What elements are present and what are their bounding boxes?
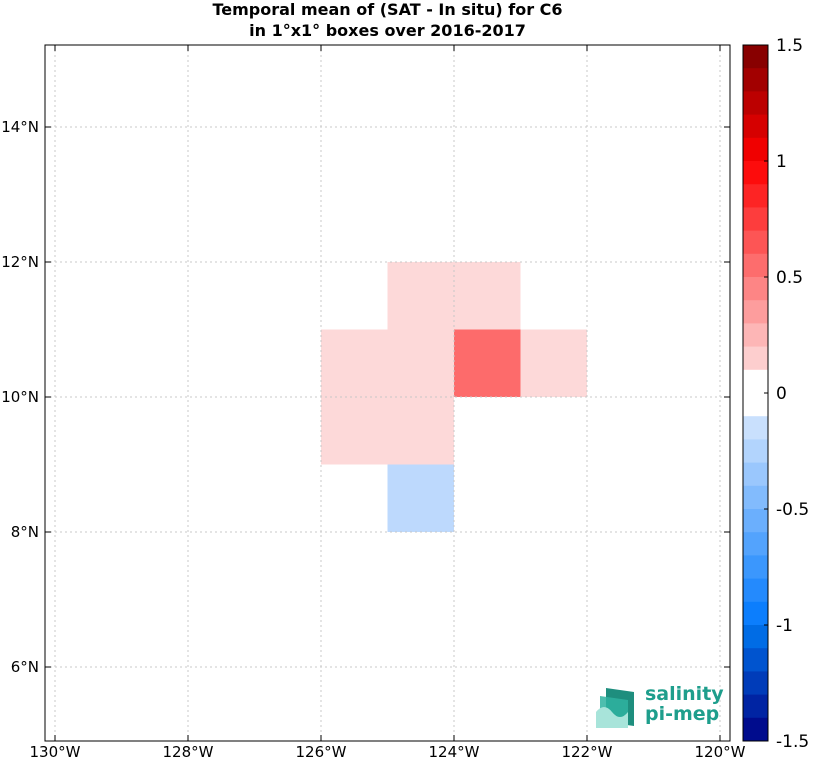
data-cell xyxy=(387,262,454,330)
lat-tick-label: 8°N xyxy=(11,523,39,541)
grid-lines xyxy=(45,45,730,741)
colorbar-segment xyxy=(743,300,768,324)
data-cell xyxy=(520,329,587,397)
axis-ticks: 130°W 128°W 126°W 124°W 122°W 120°W 6°N 8°N 10°N… xyxy=(1,45,746,761)
colorbar-segment xyxy=(743,509,768,533)
colorbar: 1.5 1 0.5 0 -0.5 -1 -1.5 xyxy=(742,36,809,752)
lon-tick-label: 124°W xyxy=(429,743,480,761)
colorbar-tick-label: -1.5 xyxy=(776,732,809,752)
logo-text-salinity: salinity xyxy=(645,683,724,705)
colorbar-segment xyxy=(743,601,768,626)
lon-tick-label: 128°W xyxy=(163,743,214,761)
data-cell xyxy=(387,397,454,465)
colorbar-segment xyxy=(743,161,768,185)
colorbar-segment xyxy=(743,717,768,742)
lon-tick-label: 122°W xyxy=(562,743,613,761)
data-cells xyxy=(321,262,587,532)
data-cell xyxy=(454,329,521,397)
colorbar-tick-label: -1 xyxy=(776,616,793,636)
logo-wave-icon xyxy=(596,688,634,728)
data-cell xyxy=(387,329,454,397)
lon-tick-label: 130°W xyxy=(30,743,81,761)
colorbar-tick-label: -0.5 xyxy=(776,500,809,520)
colorbar-segment xyxy=(743,694,768,719)
map-title-line2: in 1°x1° boxes over 2016-2017 xyxy=(249,21,526,40)
lat-tick-label: 10°N xyxy=(1,388,39,406)
colorbar-segment xyxy=(743,439,768,464)
colorbar-segment xyxy=(743,393,768,417)
colorbar-segment xyxy=(743,671,768,696)
lat-tick-label: 14°N xyxy=(1,118,39,136)
colorbar-tick-label: 1.5 xyxy=(776,36,803,56)
colorbar-segment xyxy=(743,45,768,69)
colorbar-segment xyxy=(743,91,768,116)
colorbar-segment xyxy=(743,578,768,603)
lon-tick-label: 120°W xyxy=(695,743,746,761)
colorbar-segment xyxy=(743,532,768,556)
colorbar-tick-label: 0.5 xyxy=(776,268,803,288)
colorbar-segment xyxy=(743,485,768,510)
colorbar-segment xyxy=(743,323,768,348)
colorbar-segment xyxy=(743,346,768,371)
colorbar-segment xyxy=(743,625,768,649)
colorbar-segment xyxy=(743,277,768,301)
colorbar-segment xyxy=(743,416,768,440)
colorbar-segment xyxy=(743,555,768,580)
lon-tick-label: 126°W xyxy=(296,743,347,761)
map-title-line1: Temporal mean of (SAT - In situ) for C6 xyxy=(212,0,563,19)
data-cell xyxy=(387,464,454,532)
colorbar-segment xyxy=(743,462,768,487)
salinity-pi-mep-logo: salinity pi-mep xyxy=(594,682,724,730)
colorbar-segment xyxy=(743,207,768,232)
data-cell xyxy=(321,397,388,465)
colorbar-segment xyxy=(743,114,768,139)
colorbar-segment xyxy=(743,648,768,672)
colorbar-segment xyxy=(743,68,768,92)
lat-tick-label: 6°N xyxy=(11,658,39,676)
data-cell xyxy=(321,329,388,397)
colorbar-segment xyxy=(743,230,768,255)
colorbar-tick-label: 1 xyxy=(776,152,787,172)
data-cell xyxy=(454,262,521,330)
map-frame xyxy=(44,44,731,742)
logo-text-pi-mep: pi-mep xyxy=(645,703,720,725)
colorbar-tick-label: 0 xyxy=(776,384,787,404)
colorbar-segment xyxy=(743,369,768,394)
colorbar-segment xyxy=(743,184,768,208)
colorbar-segment xyxy=(743,137,768,162)
lat-tick-label: 12°N xyxy=(1,253,39,271)
colorbar-segment xyxy=(743,253,768,278)
